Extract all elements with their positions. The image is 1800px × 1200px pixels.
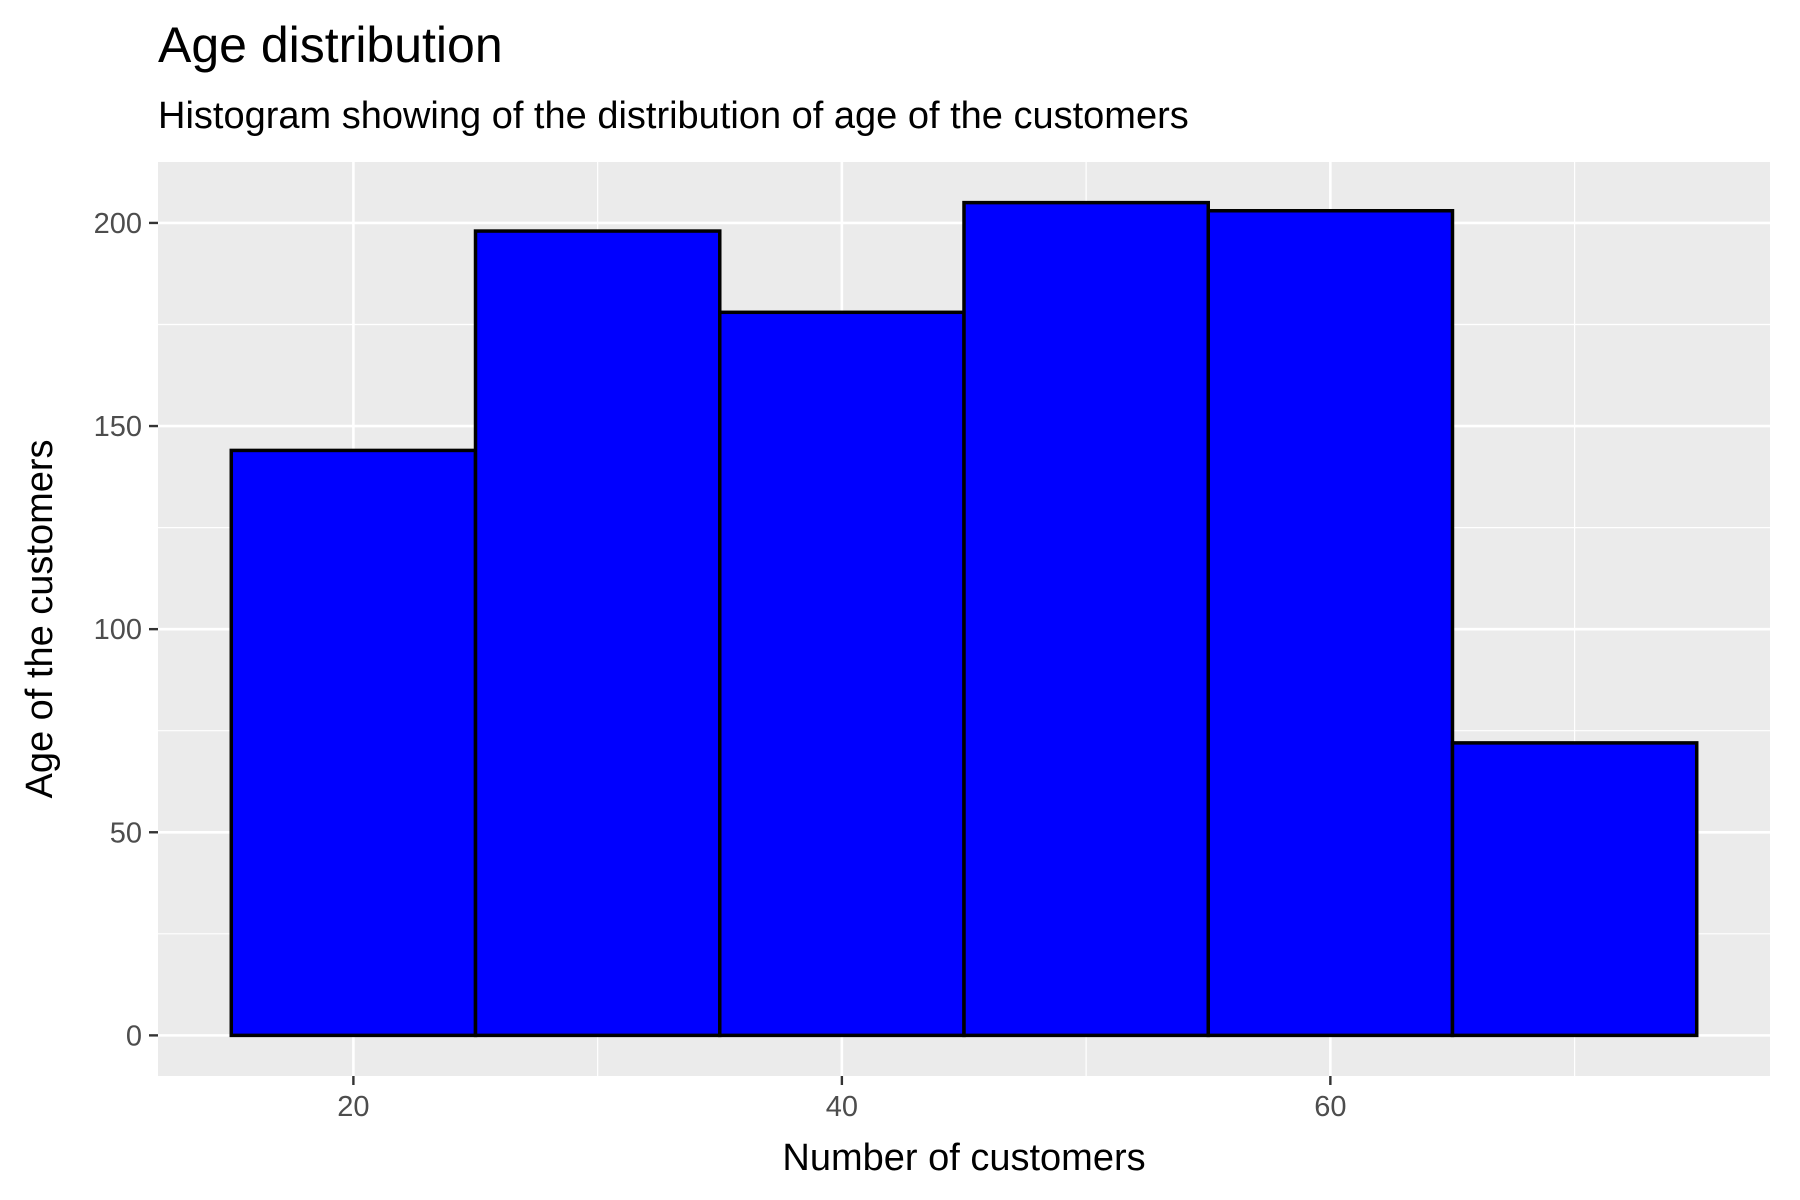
x-tick-label: 20 [337,1091,369,1123]
chart-title: Age distribution [158,17,503,73]
y-tick-label: 200 [94,208,142,240]
histogram-bar [229,448,478,1038]
y-tick-label: 100 [94,614,142,646]
histogram-bar [1206,208,1455,1038]
axis-ticks: 20 40 60 0 50 100 150 200 [94,208,1347,1123]
y-tick-label: 50 [110,817,142,849]
y-tick-label: 150 [94,411,142,443]
histogram-bars [229,200,1699,1038]
x-tick-label: 60 [1314,1091,1346,1123]
histogram-bar [473,229,722,1038]
chart-subtitle: Histogram showing of the distribution of… [158,95,1189,137]
histogram-bar [718,310,966,1038]
x-axis-label: Number of customers [782,1137,1145,1179]
y-tick-label: 0 [126,1020,142,1052]
x-tick-label: 40 [826,1091,858,1123]
histogram-bar [1450,741,1699,1038]
histogram-bar [962,200,1210,1038]
y-axis-label: Age of the customers [19,439,61,798]
